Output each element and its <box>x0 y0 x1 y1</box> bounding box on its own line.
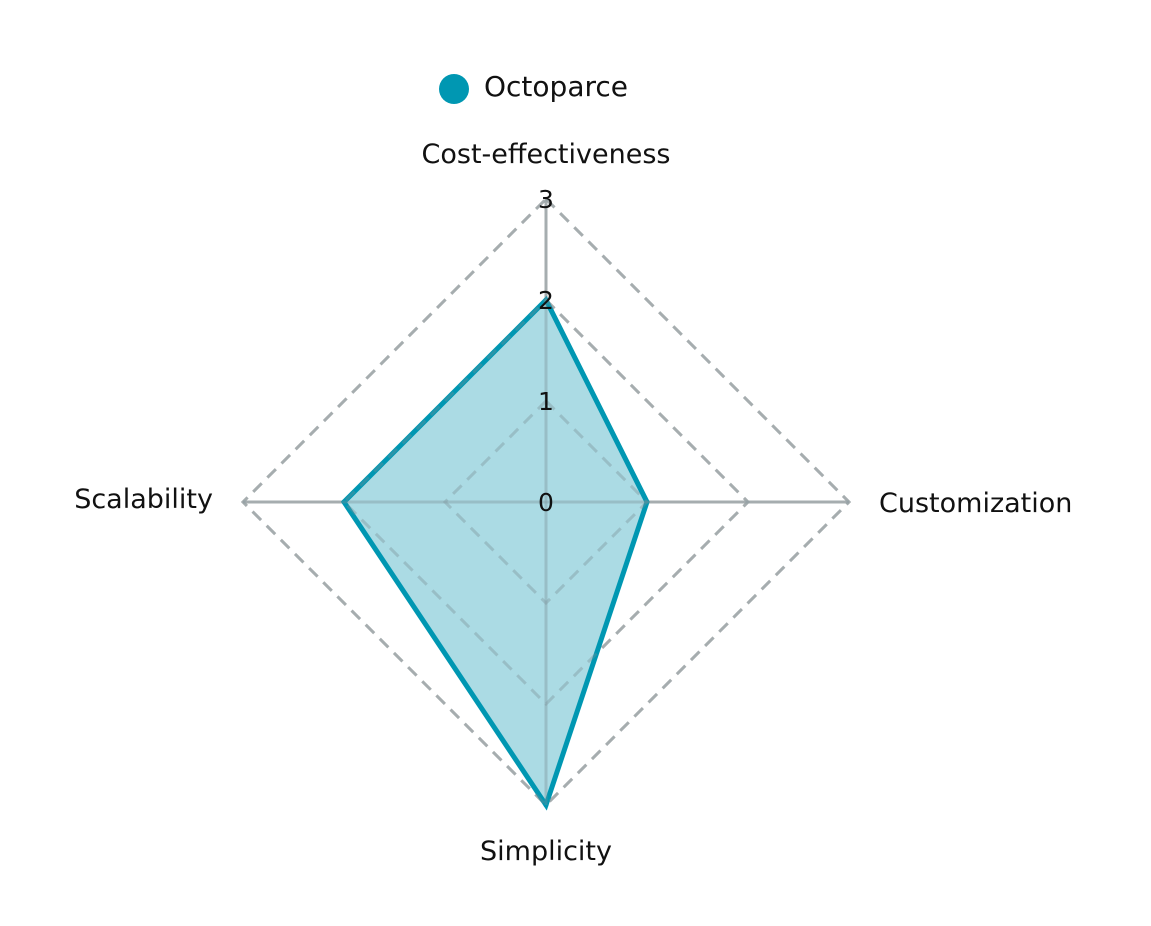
data-point-octoparce-customization <box>644 499 650 505</box>
axis-label-cost-effectiveness: Cost-effectiveness <box>422 139 671 170</box>
radar-tick-labels: 0 1 2 3 <box>538 185 554 517</box>
axis-label-scalability: Scalability <box>74 484 213 515</box>
grid-ring-3 <box>240 196 852 808</box>
tick-label-2: 2 <box>538 286 554 315</box>
legend-marker-octoparce <box>439 74 469 104</box>
grid-ring-overlay-1 <box>442 398 650 606</box>
axis-label-customization: Customization <box>879 488 1072 519</box>
tick-label-1: 1 <box>538 387 554 416</box>
grid-ring-overlay-3 <box>240 196 852 808</box>
radar-axis-labels: Cost-effectiveness Customization Simplicit… <box>74 139 1072 867</box>
axis-label-simplicity: Simplicity <box>480 836 612 867</box>
data-point-octoparce-simplicity <box>543 802 549 808</box>
tick-label-0: 0 <box>538 488 554 517</box>
tick-label-3: 3 <box>538 185 554 214</box>
grid-ring-overlay-2 <box>341 297 751 707</box>
radar-series <box>240 196 852 811</box>
legend: Octoparce <box>439 70 628 104</box>
legend-label-octoparce: Octoparce <box>484 70 628 103</box>
data-point-octoparce-scalability <box>341 499 347 505</box>
series-area-octoparce <box>340 295 650 811</box>
data-point-octoparce-cost-effectiveness <box>543 297 549 303</box>
